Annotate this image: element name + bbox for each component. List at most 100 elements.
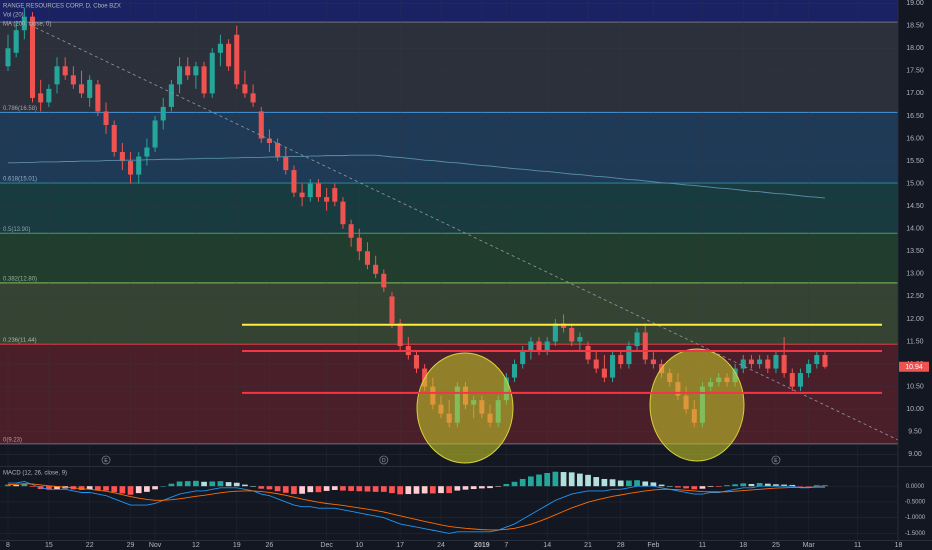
y-tick-label: 13.00 xyxy=(906,271,924,278)
macd-histogram-bar xyxy=(78,486,85,490)
macd-histogram-bar xyxy=(585,474,591,487)
candle-body xyxy=(634,332,640,347)
macd-histogram-bar xyxy=(127,486,134,495)
y-tick-label: 17.50 xyxy=(906,68,924,75)
y-tick-label: -0.5000 xyxy=(905,500,926,506)
macd-histogram-bar xyxy=(617,480,624,487)
candle-body xyxy=(618,355,624,365)
candle-body xyxy=(242,84,248,94)
macd-histogram-bar xyxy=(699,486,706,489)
macd-histogram-bar xyxy=(315,486,322,493)
macd-histogram-bar xyxy=(233,482,240,487)
y-tick-label: 15.00 xyxy=(906,180,924,187)
macd-histogram-bar xyxy=(813,485,820,487)
event-marker-label: E xyxy=(104,458,108,464)
macd-histogram-bar xyxy=(45,486,52,490)
macd-histogram-bar xyxy=(495,486,502,487)
macd-histogram-bar xyxy=(217,481,224,487)
y-tick-label: 9.00 xyxy=(908,451,922,458)
x-tick-label: 15 xyxy=(45,542,53,549)
macd-histogram-bar xyxy=(642,481,649,487)
y-tick-label: 18.00 xyxy=(906,45,924,52)
macd-histogram-bar xyxy=(724,485,730,487)
candle-body xyxy=(332,188,338,202)
candle-body xyxy=(348,224,354,238)
y-tick-label: -1.5000 xyxy=(905,531,926,537)
event-marker xyxy=(101,455,111,465)
macd-histogram-bar xyxy=(225,482,232,487)
macd-histogram-bar xyxy=(95,486,101,490)
y-tick-label: 10.50 xyxy=(906,383,924,390)
candle-body xyxy=(29,16,36,98)
macd-histogram-bar xyxy=(274,486,281,492)
macd-histogram-bar xyxy=(797,486,804,487)
x-tick-label: 11 xyxy=(699,542,706,549)
macd-histogram-bar xyxy=(389,486,395,494)
macd-histogram-bar xyxy=(331,486,338,490)
macd-histogram-bar xyxy=(756,483,763,487)
x-tick-label: 21 xyxy=(584,542,592,549)
macd-histogram-bar xyxy=(789,484,796,487)
candle-body xyxy=(226,43,232,67)
macd-histogram-bar xyxy=(740,483,747,487)
y-tick-label: 15.50 xyxy=(906,158,924,165)
candle-body xyxy=(217,43,223,53)
macd-histogram-bar xyxy=(528,476,534,487)
y-tick-label: 19.00 xyxy=(906,0,924,7)
candle-body xyxy=(95,84,101,112)
macd-histogram-bar xyxy=(160,486,167,487)
candle-body xyxy=(601,368,607,378)
y-tick-label: 9.50 xyxy=(908,429,922,436)
candle-body xyxy=(299,192,305,198)
candle-body xyxy=(577,336,583,342)
x-tick-label: Dec xyxy=(320,542,333,549)
macd-histogram-bar xyxy=(748,483,755,487)
macd-histogram-bar xyxy=(348,486,354,491)
macd-histogram-bar xyxy=(144,486,150,492)
macd-histogram-bar xyxy=(119,486,126,494)
candle-body xyxy=(593,359,599,369)
candle-body xyxy=(111,124,117,153)
candle-body xyxy=(511,364,518,378)
y-tick-label: 16.00 xyxy=(906,135,924,142)
macd-histogram-bar xyxy=(552,471,559,487)
line-series xyxy=(7,483,825,531)
candle-body xyxy=(797,373,803,387)
macd-histogram-bar xyxy=(805,486,812,487)
macd-histogram-bar xyxy=(356,486,363,492)
y-tick-label: 12.50 xyxy=(906,293,924,300)
macd-histogram-bar xyxy=(299,486,305,494)
candle-body xyxy=(520,350,526,365)
event-marker-label: D xyxy=(382,458,386,464)
macd-histogram-bar xyxy=(511,481,518,487)
candle-body xyxy=(765,359,771,369)
macd-histogram-bar xyxy=(478,486,485,489)
x-tick-label: 26 xyxy=(266,542,274,549)
event-marker xyxy=(771,455,781,465)
x-tick-label: 28 xyxy=(617,542,625,549)
macd-histogram-bar xyxy=(544,472,551,487)
candle-body xyxy=(234,34,240,85)
candle-body xyxy=(62,66,68,76)
macd-histogram-bar xyxy=(282,486,289,493)
line-series xyxy=(8,481,825,534)
macd-histogram-bar xyxy=(397,486,404,495)
event-marker-label: E xyxy=(774,458,778,464)
macd-title: MACD (12, 26, close, 9) xyxy=(3,471,67,477)
candle-body xyxy=(626,346,632,365)
macd-histogram-bar xyxy=(658,484,665,487)
candle-body xyxy=(5,48,11,67)
macd-histogram-bar xyxy=(446,486,453,494)
candle-body xyxy=(389,296,395,324)
x-tick-label: 8 xyxy=(6,542,10,549)
macd-histogram-bar xyxy=(429,486,436,494)
x-tick-label: 10 xyxy=(355,542,363,549)
macd-histogram-bar xyxy=(732,484,738,487)
candle-body xyxy=(397,323,403,347)
y-tick-label: -1.0000 xyxy=(905,515,926,521)
candle-body xyxy=(748,359,754,365)
axes: 9.009.5010.0010.5011.0011.5012.0012.5013… xyxy=(6,0,929,549)
macd-histogram-bar xyxy=(503,483,510,487)
candle-body xyxy=(773,355,779,369)
